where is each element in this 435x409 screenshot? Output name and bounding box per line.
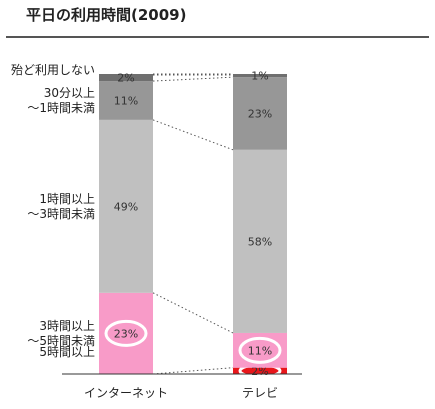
bar-segment [233, 77, 287, 150]
chart-title: 平日の利用時間(2009) [26, 6, 187, 24]
legend-label: ～5時間未満 [27, 334, 95, 348]
bar-segment [99, 119, 153, 293]
category-label: インターネット [84, 386, 168, 400]
connector-line [152, 119, 234, 151]
segment-value-label: 1% [251, 70, 268, 83]
legend-label: 3時間以上 [39, 319, 95, 333]
segment-value-label: 49% [114, 200, 138, 213]
bar-segment [99, 81, 153, 120]
connector-line [152, 292, 234, 334]
segment-value-label: 11% [248, 344, 272, 357]
bar-segment [233, 74, 287, 78]
segment-value-label: 23% [114, 327, 138, 340]
legend-label: ～1時間未満 [27, 101, 95, 115]
connector-line [152, 76, 234, 82]
legend-label: 殆ど利用しない [11, 63, 95, 77]
highlight-ellipse [238, 336, 282, 364]
bar-segment [99, 74, 153, 82]
bar-segment [233, 149, 287, 333]
connector-line [152, 367, 234, 375]
highlight-ellipse [104, 319, 148, 347]
category-label: テレビ [242, 386, 278, 400]
legend-label: 30分以上 [44, 86, 95, 100]
bar-segment [233, 367, 287, 374]
segment-value-label: 2% [117, 72, 134, 85]
bar-segment [99, 292, 153, 374]
segment-value-label: 11% [114, 94, 138, 107]
legend-label: 5時間以上 [39, 345, 95, 359]
title-divider [6, 36, 429, 38]
segment-value-label: 23% [248, 107, 272, 120]
legend-label: ～3時間未満 [27, 207, 95, 221]
segment-value-label: 58% [248, 235, 272, 248]
legend-label: 1時間以上 [39, 192, 95, 206]
segment-value-label: 2% [251, 365, 268, 378]
